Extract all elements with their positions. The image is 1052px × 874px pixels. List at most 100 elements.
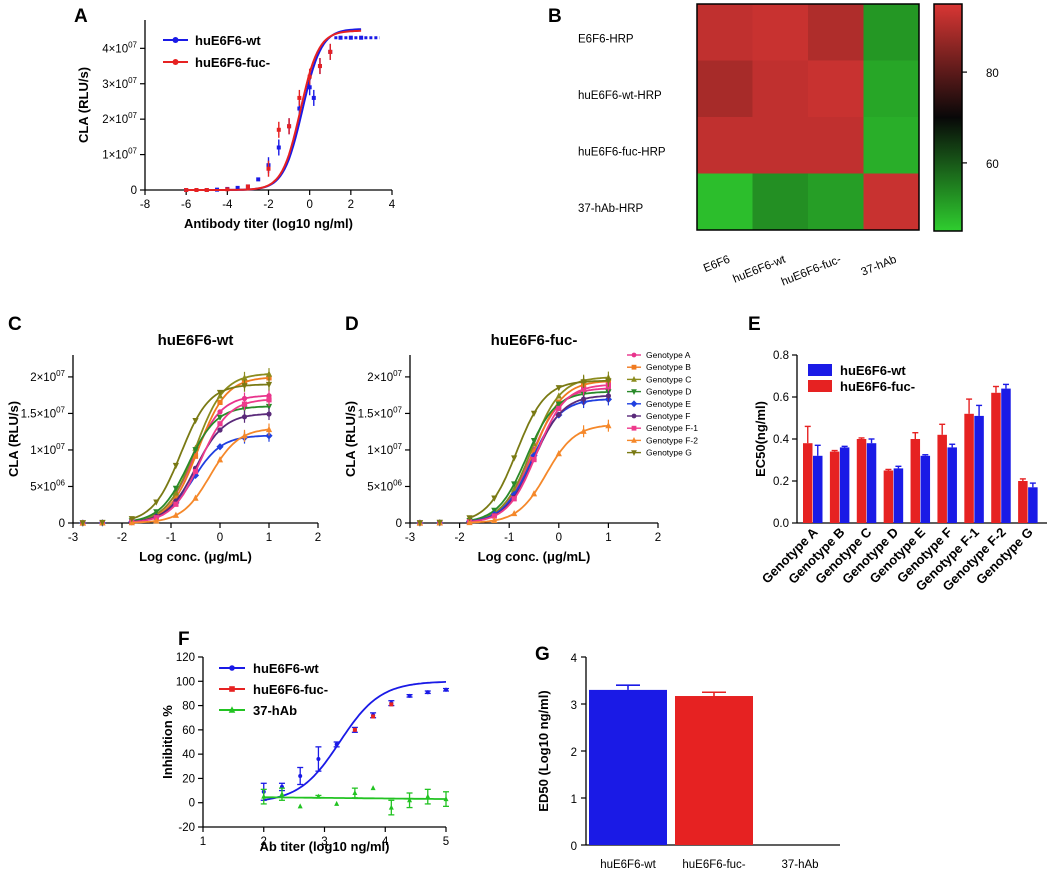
data-point [370,785,376,791]
data-point [307,85,312,90]
category-label: huE6F6-wt [600,859,656,871]
colorbar-tick-label: 60 [986,159,999,171]
data-point [530,438,538,445]
x-tick-label: 0 [556,532,562,544]
data-point [225,187,230,192]
data-point [510,490,518,499]
fit-curve [131,377,270,523]
data-point [416,520,424,527]
data-point [581,396,587,402]
data-point [265,403,273,411]
bar-hue6f6-wt-genotype-e [920,455,931,523]
heatmap-cell-37-hab-hrp-hue6f6-fuc [808,173,864,231]
data-point [241,401,248,407]
data-point [334,742,339,747]
legend-label: Genotype D [646,387,691,397]
chart-g: 0 1 2 3 4 ED50 (Log10 ng/ml) huE6F6-wt huE6F6-f… [536,653,840,871]
legend-marker [631,437,637,443]
bar-hue6f6-fuc-genotype-d [883,470,894,523]
data-point [530,410,538,417]
y-tick-label: 1×1007 [30,442,65,457]
x-tick-label: 4 [382,836,389,848]
heatmap-cell-e6f6-hrp-e6f6 [697,4,753,61]
data-point [531,456,537,463]
data-point [328,49,333,54]
data-point [425,793,431,799]
colorbar-tick-label: 80 [986,68,999,80]
data-point [172,462,179,470]
data-point [555,401,562,408]
legend-label: Genotype F-2 [646,435,698,445]
y-tick-label: 0.6 [773,392,789,404]
data-point [531,449,537,455]
legend-marker [630,400,638,408]
data-point [279,791,285,797]
data-point [407,693,412,698]
data-point [581,386,587,392]
bar-hue6f6-wt-genotype-f-1 [974,415,984,523]
y-axis-label: EC50(ng/ml) [753,401,768,477]
column-label: 37-hAb [859,254,898,279]
heatmap-cell-hue6f6-wt-hrp-hue6f6-wt [752,60,809,118]
fit-curve [186,29,362,191]
heatmap-cell-hue6f6-wt-hrp-hue6f6-fuc [808,60,864,118]
y-tick-label: 0 [189,798,195,810]
legend-label: Genotype F [646,411,690,421]
heatmap-frame [696,3,920,231]
data-point [307,74,312,79]
data-point [79,520,86,527]
data-point [153,499,160,506]
data-point [530,490,538,497]
fit-curve [469,391,609,522]
data-point [297,803,303,809]
legend-marker [631,425,637,431]
data-point [128,516,135,523]
data-point [184,188,189,192]
x-tick-label: -2 [117,532,127,544]
heatmap-cell-37-hab-hrp-37-hab [863,173,920,231]
heatmap-cell-37-hab-hrp-e6f6 [697,173,753,231]
x-tick-label: 2 [315,532,321,544]
data-point [315,793,321,799]
data-point [511,481,518,488]
legend-label: Genotype E [646,399,691,409]
y-tick-label: 2×1007 [367,369,402,384]
x-axis-label: Ab titer (log10 ng/ml) [260,839,390,854]
data-point [241,414,248,420]
data-point [192,453,199,459]
heatmap-cell-hue6f6-fuc-hrp-hue6f6-wt [752,117,809,174]
y-tick-label: 2×1007 [30,369,65,384]
bar-hue6f6-fuc [675,696,753,845]
data-point [389,702,394,707]
y-tick-label: 0 [59,518,65,530]
x-tick-label: -3 [405,532,415,544]
data-point [443,796,449,802]
bar-hue6f6-wt-genotype-a [813,455,823,523]
data-point [153,517,160,524]
y-tick-label: 2 [571,747,577,759]
data-point [311,95,316,100]
x-tick-label: 2 [348,199,354,211]
data-point [287,124,292,129]
chart-d: -3 -2 -1 0 1 2 0 5×1006 1×1007 1.5×1007 2×1007 Log … [343,332,698,564]
bar-hue6f6-wt-genotype-f-2 [1001,388,1011,523]
fit-curve [131,373,270,523]
data-point [216,443,224,451]
y-tick-label: 1×1007 [367,442,402,457]
y-tick-label: 20 [182,773,195,785]
data-point [511,455,518,462]
legend-label: huE6F6-fuc- [195,55,270,70]
data-point [298,774,303,778]
panel-label-d: D [345,314,359,335]
panel-label-c: C [8,314,22,335]
legend-label: huE6F6-fuc- [840,379,915,394]
x-tick-label: 1 [200,836,206,848]
y-tick-label: 0.0 [773,518,789,530]
data-point [235,185,240,190]
data-point [192,447,199,454]
bar-hue6f6-fuc-genotype-b [829,451,840,523]
legend-swatch [808,380,832,392]
heatmap-cell-e6f6-hrp-hue6f6-wt [752,4,809,61]
data-point [266,397,272,403]
data-point [241,432,248,439]
